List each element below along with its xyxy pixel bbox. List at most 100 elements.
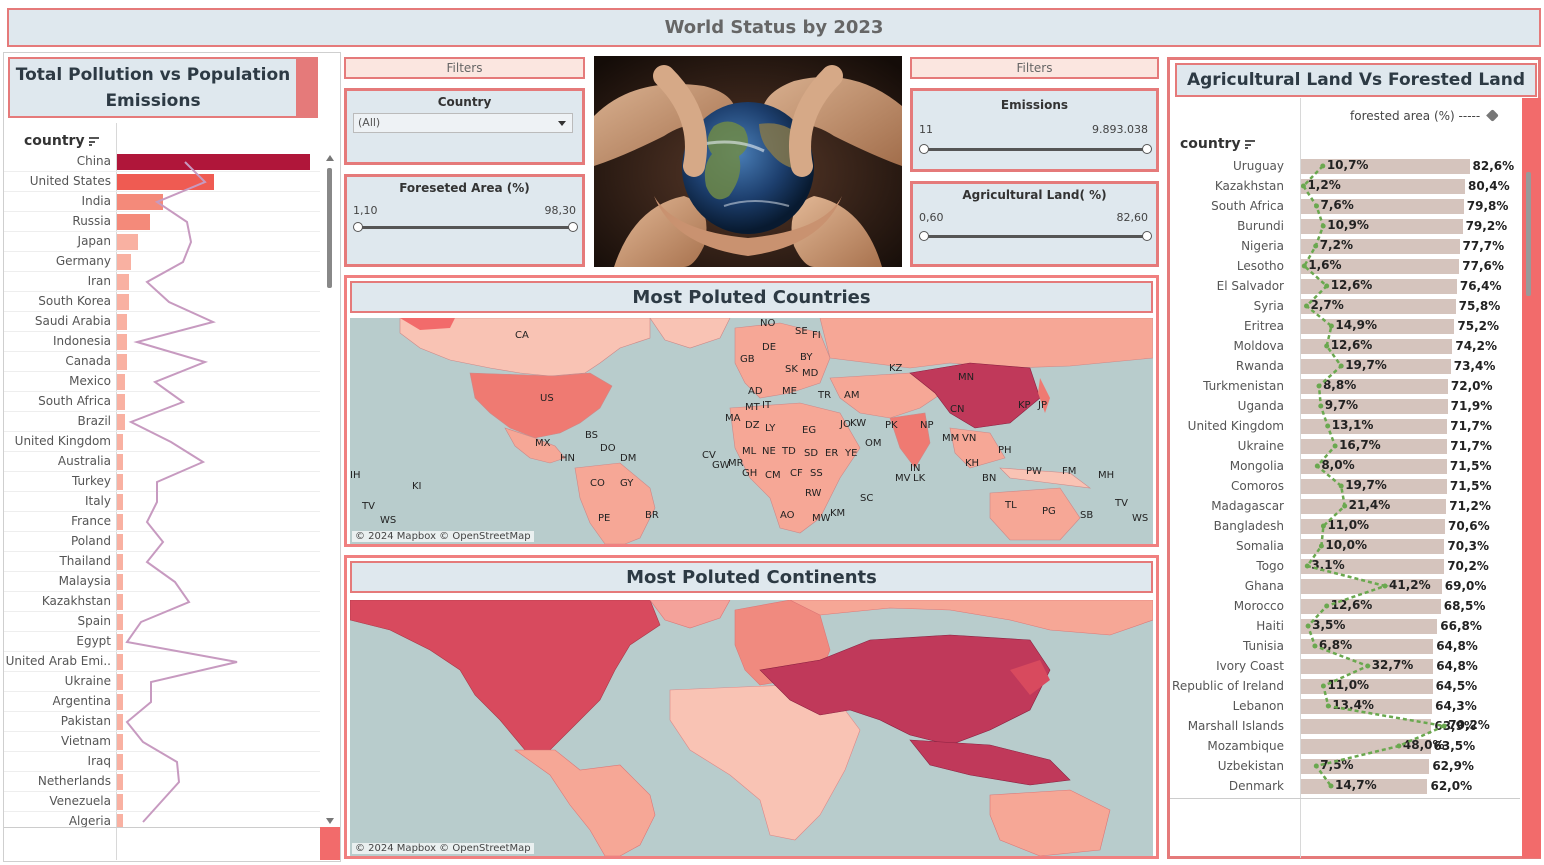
emission-bar[interactable] xyxy=(117,774,123,790)
emission-bar[interactable] xyxy=(117,734,123,750)
emission-bar[interactable] xyxy=(117,374,125,390)
pollution-row[interactable]: Vietnam xyxy=(4,732,320,752)
emission-bar[interactable] xyxy=(117,594,123,610)
pollution-row[interactable]: United Arab Emi.. xyxy=(4,652,320,672)
agri-bar[interactable] xyxy=(1301,399,1448,414)
agri-forest-row[interactable]: Tunisia 64,8% 6,8% xyxy=(1170,636,1520,656)
emission-bar[interactable] xyxy=(117,694,123,710)
forested-slider-track[interactable] xyxy=(357,226,573,229)
agri-forest-row[interactable]: Comoros 71,5% 19,7% xyxy=(1170,476,1520,496)
agri-bar[interactable] xyxy=(1301,259,1460,274)
pollution-row[interactable]: Argentina xyxy=(4,692,320,712)
emission-bar[interactable] xyxy=(117,454,123,470)
pollution-row[interactable]: South Korea xyxy=(4,292,320,312)
agri-bar[interactable] xyxy=(1301,579,1442,594)
agri-slider-track[interactable] xyxy=(923,235,1147,238)
forested-legend[interactable]: forested area (%) ----- xyxy=(1350,109,1500,123)
agri-bar[interactable] xyxy=(1301,639,1434,654)
agri-bar[interactable] xyxy=(1301,339,1453,354)
emission-bar[interactable] xyxy=(117,434,123,450)
agri-forest-row[interactable]: Somalia 70,3% 10,0% xyxy=(1170,536,1520,556)
agri-forest-row[interactable]: Uruguay 82,6% 10,7% xyxy=(1170,156,1520,176)
emission-bar[interactable] xyxy=(117,214,150,230)
pollution-row[interactable]: Ukraine xyxy=(4,672,320,692)
emission-bar[interactable] xyxy=(117,714,123,730)
agri-forest-row[interactable]: Uzbekistan 62,9% 7,5% xyxy=(1170,756,1520,776)
emission-bar[interactable] xyxy=(117,534,123,550)
agri-forest-row[interactable]: Ghana 69,0% 41,2% xyxy=(1170,576,1520,596)
agri-forest-row[interactable]: Republic of Ireland 64,5% 11,0% xyxy=(1170,676,1520,696)
agri-forest-row[interactable]: Madagascar 71,2% 21,4% xyxy=(1170,496,1520,516)
agri-forest-row[interactable]: Mongolia 71,5% 8,0% xyxy=(1170,456,1520,476)
pollution-row[interactable]: Saudi Arabia xyxy=(4,312,320,332)
emission-bar[interactable] xyxy=(117,654,123,670)
right-axis-header[interactable]: country xyxy=(1180,136,1255,152)
right-scrollbar-thumb[interactable] xyxy=(1526,172,1531,296)
pollution-row[interactable]: Russia xyxy=(4,212,320,232)
emission-bar[interactable] xyxy=(117,494,123,510)
sort-icon[interactable] xyxy=(88,137,99,146)
agri-forest-row[interactable]: Turkmenistan 72,0% 8,8% xyxy=(1170,376,1520,396)
agri-slider-max-handle[interactable] xyxy=(1142,231,1152,241)
emission-bar[interactable] xyxy=(117,614,123,630)
pin-icon[interactable] xyxy=(1486,109,1500,122)
pollution-row[interactable]: Poland xyxy=(4,532,320,552)
agri-forest-row[interactable]: Moldova 74,2% 12,6% xyxy=(1170,336,1520,356)
agri-forest-row[interactable]: Bangladesh 70,6% 11,0% xyxy=(1170,516,1520,536)
emission-bar[interactable] xyxy=(117,814,123,827)
agri-bar[interactable] xyxy=(1301,159,1470,174)
emissions-slider-track[interactable] xyxy=(923,148,1147,151)
emission-bar[interactable] xyxy=(117,394,125,410)
emission-bar[interactable] xyxy=(117,174,214,190)
pollution-row[interactable]: Netherlands xyxy=(4,772,320,792)
agri-bar[interactable] xyxy=(1301,619,1438,634)
emission-bar[interactable] xyxy=(117,634,123,650)
agri-bar[interactable] xyxy=(1301,219,1463,234)
pollution-row[interactable]: Iran xyxy=(4,272,320,292)
agri-forest-row[interactable]: Syria 75,8% 2,7% xyxy=(1170,296,1520,316)
agri-forest-row[interactable]: Marshall Islands 63,9% 70,2% xyxy=(1170,716,1520,736)
agri-bar[interactable] xyxy=(1301,459,1447,474)
agri-bar[interactable] xyxy=(1301,239,1460,254)
agri-bar[interactable] xyxy=(1301,199,1464,214)
scroll-up-icon[interactable] xyxy=(326,155,334,161)
agri-bar[interactable] xyxy=(1301,319,1455,334)
pollution-row[interactable]: India xyxy=(4,192,320,212)
pollution-row[interactable]: Egypt xyxy=(4,632,320,652)
agri-bar[interactable] xyxy=(1301,179,1466,194)
agri-forest-row[interactable]: Lesotho 77,6% 1,6% xyxy=(1170,256,1520,276)
agri-bar[interactable] xyxy=(1301,699,1433,714)
pollution-row[interactable]: Algeria xyxy=(4,812,320,827)
emission-bar[interactable] xyxy=(117,294,129,310)
agri-bar[interactable] xyxy=(1301,719,1432,734)
emission-bar[interactable] xyxy=(117,314,127,330)
pollution-row[interactable]: Brazil xyxy=(4,412,320,432)
pollution-row[interactable]: Venezuela xyxy=(4,792,320,812)
emission-bar[interactable] xyxy=(117,274,129,290)
agri-bar[interactable] xyxy=(1301,439,1448,454)
countries-map[interactable]: © 2024 Mapbox © OpenStreetMap CA US MX BS DO… xyxy=(350,318,1153,544)
forested-slider-max-handle[interactable] xyxy=(568,222,578,232)
left-scrollbar[interactable] xyxy=(324,152,336,827)
pollution-row[interactable]: France xyxy=(4,512,320,532)
sort-icon[interactable] xyxy=(1244,140,1255,149)
agri-forest-row[interactable]: Denmark 62,0% 14,7% xyxy=(1170,776,1520,796)
emission-bar[interactable] xyxy=(117,794,123,810)
emission-bar[interactable] xyxy=(117,554,123,570)
emission-bar[interactable] xyxy=(117,474,123,490)
pollution-row[interactable]: Japan xyxy=(4,232,320,252)
emission-bar[interactable] xyxy=(117,674,123,690)
emission-bar[interactable] xyxy=(117,334,127,350)
pollution-row[interactable]: United Kingdom xyxy=(4,432,320,452)
emission-bar[interactable] xyxy=(117,154,310,170)
pollution-row[interactable]: Iraq xyxy=(4,752,320,772)
agri-forest-row[interactable]: Ukraine 71,7% 16,7% xyxy=(1170,436,1520,456)
agri-bar[interactable] xyxy=(1301,779,1428,794)
pollution-row[interactable]: Pakistan xyxy=(4,712,320,732)
agri-forest-row[interactable]: South Africa 79,8% 7,6% xyxy=(1170,196,1520,216)
scroll-down-icon[interactable] xyxy=(326,818,334,824)
emission-bar[interactable] xyxy=(117,514,123,530)
agri-bar[interactable] xyxy=(1301,759,1430,774)
agri-bar[interactable] xyxy=(1301,419,1448,434)
agri-bar[interactable] xyxy=(1301,379,1448,394)
